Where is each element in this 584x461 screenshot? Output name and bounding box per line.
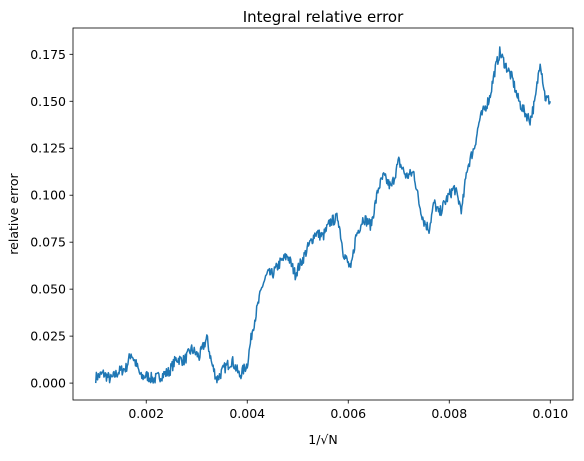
x-tick-label: 0.010: [532, 406, 568, 421]
x-tick-label: 0.002: [128, 406, 164, 421]
y-tick-label: 0.175: [30, 47, 66, 62]
y-tick-label: 0.150: [30, 94, 66, 109]
x-tick-label: 0.008: [431, 406, 467, 421]
x-axis-label: 1/√N: [308, 432, 337, 447]
chart-title: Integral relative error: [243, 8, 404, 26]
x-tick-label: 0.004: [229, 406, 265, 421]
y-tick-label: 0.025: [30, 329, 66, 344]
series-line: [94, 46, 551, 384]
y-axis: 0.000 0.025 0.050 0.075 0.100 0.125 0.150 0.175: [30, 47, 73, 391]
y-tick-label: 0.050: [30, 282, 66, 297]
y-tick-label: 0.075: [30, 235, 66, 250]
y-tick-label: 0.100: [30, 188, 66, 203]
x-axis: 0.002 0.004 0.006 0.008 0.010: [128, 400, 568, 421]
y-tick-label: 0.125: [30, 141, 66, 156]
plot-frame: [72, 27, 574, 401]
plot-background: [73, 10, 573, 400]
y-axis-label: relative error: [6, 172, 21, 254]
series-layer: [94, 46, 551, 384]
x-tick-label: 0.006: [330, 406, 366, 421]
y-tick-label: 0.000: [30, 376, 66, 391]
